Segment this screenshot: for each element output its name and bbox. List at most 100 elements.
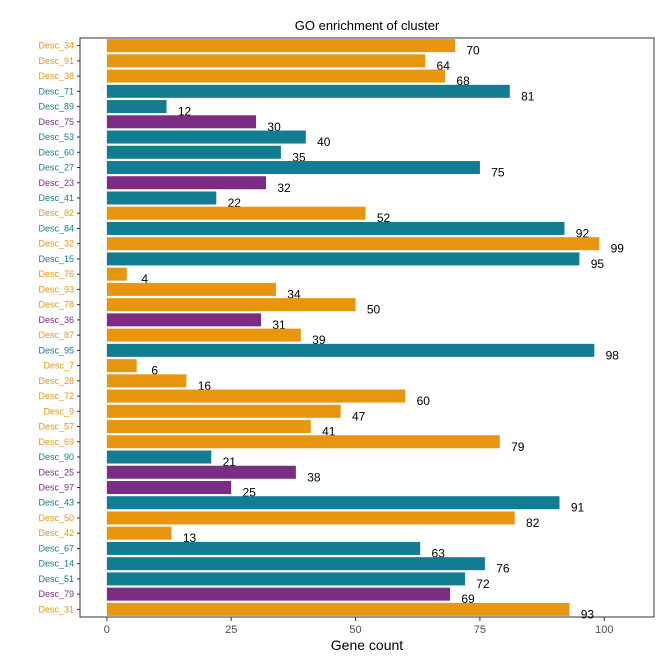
data-label: 75: [491, 166, 505, 180]
y-tick-label: Desc_51: [38, 574, 74, 584]
bar: [106, 404, 341, 418]
bar: [106, 39, 456, 53]
bar: [106, 252, 580, 266]
y-tick-label: Desc_38: [38, 71, 74, 81]
data-label: 6: [151, 364, 158, 378]
y-tick-label: Desc_14: [38, 559, 74, 569]
y-tick-label: Desc_7: [43, 361, 74, 371]
x-tick-label: 75: [474, 624, 486, 636]
plot-panel: [79, 37, 655, 618]
data-label: 41: [322, 425, 336, 439]
y-tick-label: Desc_79: [38, 589, 74, 599]
y-tick-label: Desc_84: [38, 223, 74, 233]
y-tick-label: Desc_60: [38, 147, 74, 157]
bar: [106, 282, 276, 296]
bar: [106, 221, 565, 235]
y-tick-label: Desc_95: [38, 345, 74, 355]
y-tick-label: Desc_71: [38, 86, 74, 96]
data-label: 93: [581, 607, 595, 621]
bar: [106, 298, 356, 312]
data-label: 76: [496, 562, 510, 576]
y-tick-label: Desc_42: [38, 528, 74, 538]
bar: [106, 526, 172, 540]
bar: [106, 130, 306, 144]
data-label: 4: [141, 272, 148, 286]
y-tick-label: Desc_32: [38, 239, 74, 249]
y-tick-label: Desc_23: [38, 178, 74, 188]
bar: [106, 191, 217, 205]
data-label: 21: [223, 455, 237, 469]
bar: [106, 465, 296, 479]
data-label: 99: [611, 242, 625, 256]
data-label: 22: [228, 196, 242, 210]
y-tick-label: Desc_69: [38, 437, 74, 447]
bar: [106, 115, 257, 129]
y-tick-label: Desc_93: [38, 284, 74, 294]
data-label: 79: [511, 440, 525, 454]
y-tick-label: Desc_91: [38, 56, 74, 66]
data-label: 12: [178, 105, 192, 119]
data-label: 69: [461, 592, 475, 606]
data-label: 31: [272, 318, 286, 332]
bar: [106, 389, 406, 403]
x-tick-label: 25: [225, 624, 237, 636]
x-tick-label: 50: [349, 624, 361, 636]
data-label: 82: [526, 516, 540, 530]
chart-title: GO enrichment of cluster: [295, 18, 440, 33]
bar: [106, 572, 465, 586]
y-tick-label: Desc_89: [38, 102, 74, 112]
data-label: 35: [292, 150, 306, 164]
bar: [106, 69, 446, 83]
y-tick-label: Desc_50: [38, 513, 74, 523]
data-label: 92: [576, 226, 590, 240]
y-tick-label: Desc_72: [38, 391, 74, 401]
bar: [106, 511, 515, 525]
bar: [106, 237, 600, 251]
y-tick-label: Desc_27: [38, 163, 74, 173]
y-tick-label: Desc_43: [38, 498, 74, 508]
y-tick-label: Desc_97: [38, 482, 74, 492]
y-tick-label: Desc_87: [38, 330, 74, 340]
y-tick-label: Desc_57: [38, 422, 74, 432]
y-tick-label: Desc_67: [38, 543, 74, 553]
y-tick-label: Desc_34: [38, 41, 74, 51]
y-tick-label: Desc_90: [38, 452, 74, 462]
y-tick-label: Desc_76: [38, 269, 74, 279]
y-tick-label: Desc_82: [38, 208, 74, 218]
data-label: 91: [571, 501, 585, 515]
bar: [106, 480, 232, 494]
bar: [106, 541, 421, 555]
data-label: 64: [437, 59, 451, 73]
bar: [106, 496, 560, 510]
bar: [106, 374, 187, 388]
data-label: 70: [466, 44, 480, 58]
bar: [106, 359, 137, 373]
bar: [106, 267, 127, 281]
data-label: 25: [243, 485, 257, 499]
y-tick-label: Desc_36: [38, 315, 74, 325]
x-tick-label: 0: [104, 624, 110, 636]
bar: [106, 420, 311, 434]
data-label: 47: [352, 409, 366, 423]
bar: [106, 176, 267, 190]
bar: [106, 328, 301, 342]
x-tick-label: 100: [595, 624, 613, 636]
data-label: 68: [456, 74, 470, 88]
data-label: 95: [591, 257, 605, 271]
data-label: 38: [307, 470, 321, 484]
bar: [106, 206, 366, 220]
bar: [106, 557, 485, 571]
y-tick-label: Desc_75: [38, 117, 74, 127]
bar: [106, 84, 510, 98]
bar: [106, 161, 480, 175]
bar: [106, 587, 451, 601]
data-label: 72: [476, 577, 490, 591]
data-label: 50: [367, 303, 381, 317]
data-label: 34: [287, 287, 301, 301]
bar: [106, 602, 570, 616]
data-label: 32: [277, 181, 291, 195]
data-label: 39: [312, 333, 326, 347]
data-label: 60: [417, 394, 431, 408]
